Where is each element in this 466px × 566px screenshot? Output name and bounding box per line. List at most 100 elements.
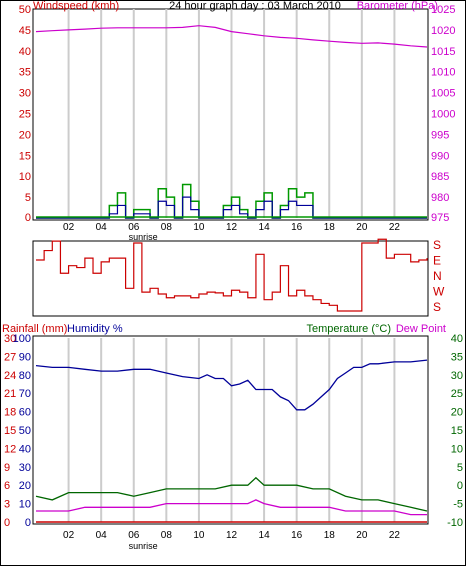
rain-tick-label: 9 [4, 462, 10, 474]
rain-tick-label: 21 [4, 388, 16, 400]
dewpoint-axis-title: Dew Point [396, 323, 446, 335]
x-tick-label: 10 [193, 222, 205, 233]
chart-title: 24 hour graph day : 03 March 2010 [169, 0, 341, 12]
x-tick-label: 04 [96, 530, 108, 541]
humidity-tick-label: 80 [19, 370, 31, 382]
temp-tick-label: 25 [451, 388, 463, 400]
baro-tick-label: 1020 [431, 25, 455, 37]
x-tick-label: 14 [259, 530, 271, 541]
baro-tick-label: 995 [431, 129, 449, 141]
rain-tick-label: 15 [4, 425, 16, 437]
baro-tick-label: 985 [431, 171, 449, 183]
humidity-tick-label: 60 [19, 407, 31, 419]
rain-tick-label: 18 [4, 407, 16, 419]
direction-tick-label: E [433, 254, 441, 268]
x-tick-label: 12 [226, 530, 238, 541]
temp-tick-label: 30 [451, 370, 463, 382]
wind-tick-label: 40 [19, 46, 31, 58]
wind-tick-label: 15 [19, 150, 31, 162]
x-tick-label: 06 [128, 530, 140, 541]
rain-tick-label: 12 [4, 443, 16, 455]
rain-tick-label: 30 [4, 333, 16, 345]
wind-tick-label: 0 [25, 212, 31, 224]
wind-tick-label: 45 [19, 25, 31, 37]
temp-tick-label: 10 [451, 443, 463, 455]
temp-tick-label: 20 [451, 407, 463, 419]
x-tick-label: 22 [389, 530, 401, 541]
x-tick-label: 06 [128, 222, 140, 233]
temp-tick-label: 5 [457, 462, 463, 474]
temp-tick-label: -5 [453, 499, 463, 511]
baro-tick-label: 1000 [431, 109, 455, 121]
temp-tick-label: 40 [451, 333, 463, 345]
baro-tick-label: 980 [431, 192, 449, 204]
wind-tick-label: 30 [19, 88, 31, 100]
x-tick-label: 14 [259, 222, 271, 233]
panel-2-border [32, 240, 429, 317]
x-tick-label: 12 [226, 222, 238, 233]
baro-tick-label: 1015 [431, 46, 455, 58]
rain-tick-label: 24 [4, 370, 16, 382]
panel-3-border [32, 335, 429, 525]
dewpoint-series [36, 499, 427, 516]
baro-tick-label: 975 [431, 212, 449, 224]
x-tick-label: 20 [356, 222, 368, 233]
humidity-tick-label: 30 [19, 462, 31, 474]
x-tick-label: 16 [291, 222, 303, 233]
temp-axis-title: Temperature (°C) [307, 323, 391, 335]
wind-tick-label: 5 [25, 192, 31, 204]
rain-tick-label: 3 [4, 499, 10, 511]
humidity-tick-label: 20 [19, 480, 31, 492]
rain-tick-label: 6 [4, 480, 10, 492]
humidity-axis-title: Humidity % [67, 323, 123, 335]
x-tick-label: 08 [161, 222, 173, 233]
x-tick-label: 08 [161, 530, 173, 541]
temp-tick-label: 15 [451, 425, 463, 437]
baro-tick-label: 1010 [431, 67, 455, 79]
temp-tick-label: 35 [451, 351, 463, 363]
sunrise-label: sunrise [129, 232, 158, 242]
wind-tick-label: 35 [19, 67, 31, 79]
x-tick-label: 10 [193, 530, 205, 541]
temp-tick-label: -10 [447, 517, 463, 529]
humidity-tick-label: 50 [19, 425, 31, 437]
humidity-tick-label: 40 [19, 443, 31, 455]
humidity-series [35, 359, 428, 411]
direction-tick-label: S [433, 238, 441, 252]
humidity-tick-label: 90 [19, 351, 31, 363]
x-tick-label: 20 [356, 530, 368, 541]
wind-tick-label: 25 [19, 109, 31, 121]
wind-direction-series [36, 238, 428, 312]
x-tick-label: 02 [63, 530, 75, 541]
rain-tick-label: 27 [4, 351, 16, 363]
rain-tick-label: 0 [4, 517, 10, 529]
humidity-tick-label: 70 [19, 388, 31, 400]
x-tick-label: 18 [324, 222, 336, 233]
x-tick-label: 18 [324, 530, 336, 541]
baro-axis-title: Barometer (hPa) [357, 0, 438, 12]
humidity-tick-label: 0 [25, 517, 31, 529]
direction-tick-label: W [433, 285, 445, 299]
rain-axis-title: Rainfall (mm) [2, 323, 67, 335]
temp-tick-label: 0 [457, 480, 463, 492]
baro-tick-label: 1025 [431, 4, 455, 16]
baro-tick-label: 1005 [431, 88, 455, 100]
wind-tick-label: 20 [19, 129, 31, 141]
gust-series [36, 183, 427, 219]
baro-tick-label: 990 [431, 150, 449, 162]
wind-axis-title: Windspeed (kmh) [33, 0, 119, 12]
direction-tick-label: S [433, 300, 441, 314]
wind-tick-label: 10 [19, 171, 31, 183]
x-tick-label: 22 [389, 222, 401, 233]
humidity-tick-label: 10 [19, 499, 31, 511]
sunrise-label: sunrise [129, 541, 158, 551]
x-tick-label: 02 [63, 222, 75, 233]
direction-tick-label: N [433, 269, 442, 283]
x-tick-label: 16 [291, 530, 303, 541]
temperature-series [35, 476, 428, 512]
barometer-series [35, 25, 428, 48]
x-tick-label: 04 [96, 222, 108, 233]
wind-tick-label: 50 [19, 4, 31, 16]
windspeed-series [36, 196, 427, 219]
